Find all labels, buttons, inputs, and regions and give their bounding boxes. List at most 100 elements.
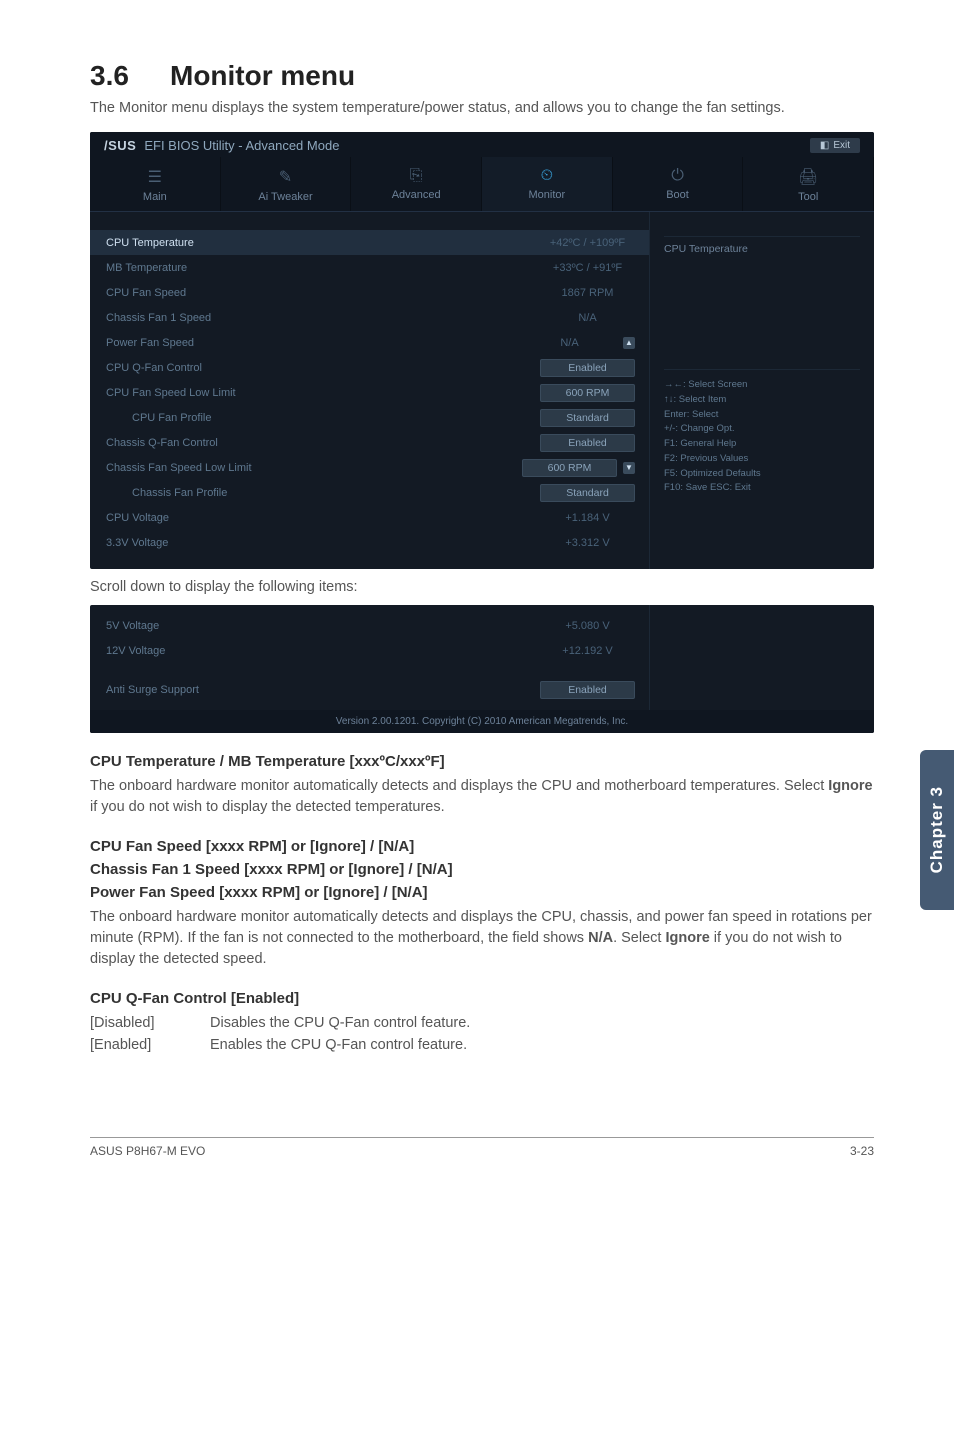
bios2-body: 5V Voltage +5.080 V 12V Voltage +12.192 V An… — [90, 605, 874, 710]
setting-label: Chassis Fan 1 Speed — [106, 312, 211, 324]
setting-row[interactable]: CPU Temperature+42ºC / +109ºF — [90, 230, 649, 255]
chapter-label: Chapter 3 — [927, 786, 947, 873]
setting-label: Chassis Q-Fan Control — [106, 437, 218, 449]
brand-text: /SUS — [104, 138, 136, 153]
setting-value: N/A — [522, 337, 617, 349]
bios2-settings-list: 5V Voltage +5.080 V 12V Voltage +12.192 V An… — [90, 605, 649, 710]
tab-label: Main — [143, 191, 167, 203]
exit-label: Exit — [833, 140, 850, 151]
setting-row[interactable]: 3.3V Voltage+3.312 V — [90, 530, 649, 555]
bios-help-panel: CPU Temperature →←: Select Screen↑↓: Sel… — [649, 212, 874, 569]
help-text: →←: Select Screen↑↓: Select ItemEnter: S… — [664, 369, 860, 496]
setting-value[interactable]: 600 RPM — [540, 384, 635, 402]
setting-label: CPU Fan Speed — [106, 287, 186, 299]
setting-value: +33ºC / +91ºF — [540, 262, 635, 274]
setting-value[interactable]: Enabled — [540, 359, 635, 377]
scroll-down-icon[interactable]: ▼ — [623, 462, 635, 474]
bios-body: CPU Temperature+42ºC / +109ºFMB Temperat… — [90, 212, 874, 569]
footer-left: ASUS P8H67-M EVO — [90, 1144, 205, 1158]
setting-row[interactable]: CPU Fan Speed Low Limit600 RPM — [90, 380, 649, 405]
setting-row[interactable]: CPU Fan Speed 1867 RPM — [90, 280, 649, 305]
setting-label: CPU Q-Fan Control — [106, 362, 202, 374]
setting-label: MB Temperature — [106, 262, 187, 274]
option-row: [Disabled]Disables the CPU Q-Fan control… — [90, 1013, 874, 1035]
bios-screenshot-2: 5V Voltage +5.080 V 12V Voltage +12.192 V An… — [90, 605, 874, 733]
setting-row — [90, 663, 649, 677]
setting-row[interactable]: 12V Voltage +12.192 V — [90, 638, 649, 663]
option-key: [Enabled] — [90, 1035, 210, 1057]
tab-icon: 🖨 — [743, 167, 873, 187]
section-title: Monitor menu — [170, 60, 355, 91]
setting-value[interactable]: Standard — [540, 409, 635, 427]
section-number: 3.6 — [90, 60, 170, 92]
setting-row[interactable]: MB Temperature +33ºC / +91ºF — [90, 255, 649, 280]
setting-label: Chassis Fan Speed Low Limit — [106, 462, 252, 474]
setting-row[interactable]: CPU Q-Fan Control Enabled — [90, 355, 649, 380]
section-heading-2c: Power Fan Speed [xxxx RPM] or [Ignore] /… — [90, 884, 874, 901]
setting-row[interactable]: Power Fan Speed N/A ▲ — [90, 330, 649, 355]
tab-label: Boot — [666, 189, 689, 201]
footer-right: 3-23 — [850, 1144, 874, 1158]
exit-button[interactable]: ◧ Exit — [810, 138, 860, 153]
tab-icon: ⏻ — [613, 167, 743, 185]
setting-label: CPU Temperature — [106, 237, 194, 249]
setting-row[interactable]: Chassis Fan Profile Standard — [90, 480, 649, 505]
help-panel-title: CPU Temperature — [664, 236, 860, 259]
setting-value: +12.192 V — [540, 645, 635, 657]
bios-settings-list: CPU Temperature+42ºC / +109ºFMB Temperat… — [90, 212, 649, 569]
tab-tool[interactable]: 🖨Tool — [743, 157, 874, 211]
setting-value: N/A — [540, 312, 635, 324]
setting-label: Power Fan Speed — [106, 337, 194, 349]
tab-monitor[interactable]: ⏲Monitor — [482, 157, 613, 211]
tab-label: Advanced — [392, 189, 441, 201]
setting-label: Chassis Fan Profile — [106, 487, 227, 499]
bios-logo: /SUS EFI BIOS Utility - Advanced Mode — [104, 138, 339, 153]
section-heading-2a: CPU Fan Speed [xxxx RPM] or [Ignore] / [… — [90, 838, 874, 855]
setting-label: CPU Voltage — [106, 512, 169, 524]
tab-advanced[interactable]: ⎘ Advanced — [351, 157, 482, 211]
setting-row[interactable]: Chassis Fan 1 Speed N/A — [90, 305, 649, 330]
chapter-sidebar: Chapter 3 — [920, 750, 954, 910]
section-para-2: The onboard hardware monitor automatical… — [90, 907, 874, 970]
option-desc: Disables the CPU Q-Fan control feature. — [210, 1015, 470, 1031]
section-para-1: The onboard hardware monitor automatical… — [90, 776, 874, 818]
bios-mode-text: EFI BIOS Utility - Advanced Mode — [144, 138, 339, 153]
scroll-up-icon[interactable]: ▲ — [623, 337, 635, 349]
setting-row[interactable]: Chassis Q-Fan Control Enabled — [90, 430, 649, 455]
setting-row[interactable]: CPU Fan Profile Standard — [90, 405, 649, 430]
setting-value[interactable]: Standard — [540, 484, 635, 502]
footer-divider — [90, 1137, 874, 1138]
setting-value[interactable]: Enabled — [540, 681, 635, 699]
setting-value[interactable]: Enabled — [540, 434, 635, 452]
tab-icon: ⎘ — [351, 167, 481, 185]
setting-value: +1.184 V — [540, 512, 635, 524]
page-footer: ASUS P8H67-M EVO 3-23 — [90, 1144, 874, 1158]
setting-value[interactable]: 600 RPM — [522, 459, 617, 477]
scroll-note: Scroll down to display the following ite… — [90, 579, 874, 595]
setting-value: +5.080 V — [540, 620, 635, 632]
tab-ai-tweaker[interactable]: ✎ Ai Tweaker — [221, 157, 352, 211]
setting-row[interactable]: Chassis Fan Speed Low Limit 600 RPM ▼ — [90, 455, 649, 480]
setting-label: 5V Voltage — [106, 620, 159, 632]
setting-value: 1867 RPM — [540, 287, 635, 299]
tab-label: Ai Tweaker — [258, 191, 312, 203]
setting-label: 12V Voltage — [106, 645, 165, 657]
bios-screenshot: /SUS EFI BIOS Utility - Advanced Mode ◧ … — [90, 132, 874, 569]
tab-main[interactable]: ☰ Main — [90, 157, 221, 211]
setting-value: +3.312 V — [540, 537, 635, 549]
intro-text: The Monitor menu displays the system tem… — [90, 98, 874, 118]
setting-label: CPU Fan Profile — [106, 412, 211, 424]
tab-boot[interactable]: ⏻ Boot — [613, 157, 744, 211]
option-key: [Disabled] — [90, 1013, 210, 1035]
exit-icon: ◧ — [820, 140, 829, 151]
bios-tabs: ☰ Main ✎ Ai Tweaker ⎘ Advanced ⏲Monitor⏻ Boot 🖨T… — [90, 157, 874, 212]
setting-row[interactable]: 5V Voltage +5.080 V — [90, 613, 649, 638]
bios-topbar: /SUS EFI BIOS Utility - Advanced Mode ◧ … — [90, 132, 874, 157]
tab-icon: ✎ — [221, 167, 351, 187]
setting-row[interactable]: CPU Voltage +1.184 V — [90, 505, 649, 530]
setting-row[interactable]: Anti Surge Support Enabled — [90, 677, 649, 702]
tab-icon: ☰ — [90, 167, 220, 187]
setting-label: Anti Surge Support — [106, 684, 199, 696]
option-row: [Enabled]Enables the CPU Q-Fan control f… — [90, 1035, 874, 1057]
section-heading-1: CPU Temperature / MB Temperature [xxxºC/… — [90, 753, 874, 770]
